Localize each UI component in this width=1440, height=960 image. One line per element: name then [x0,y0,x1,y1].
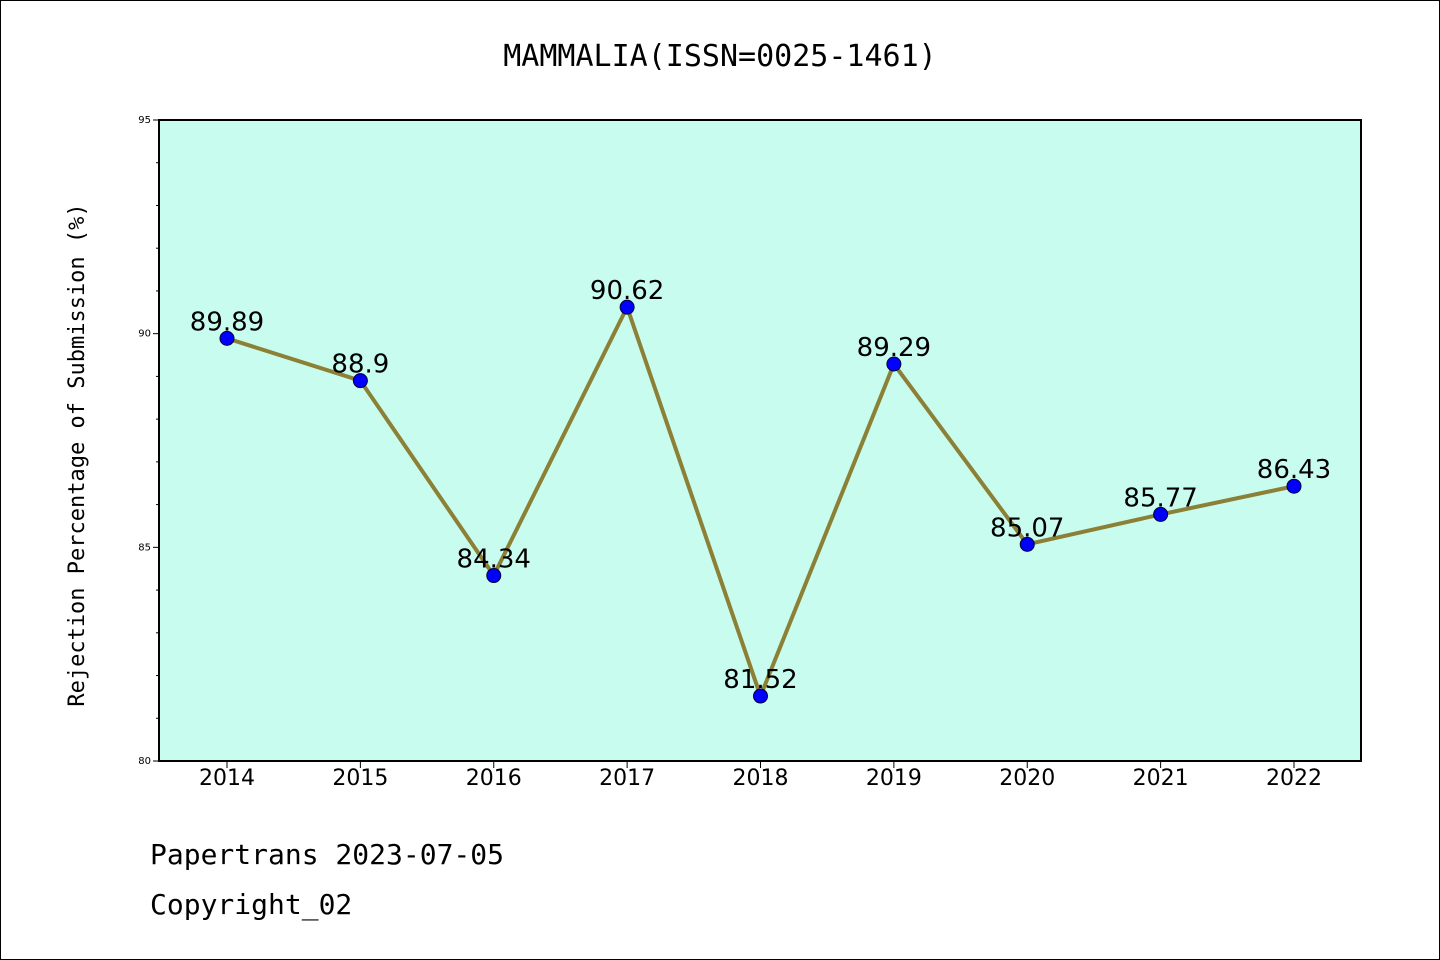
series-layer: 89.89 88.9 84.34 90.62 81.52 89.29 85.07 85.77 8… [190,276,1331,704]
data-point [886,356,902,372]
data-point [1019,536,1035,552]
data-label: 89.29 [857,333,931,363]
footer-date: Papertrans 2023-07-05 [150,838,504,871]
data-label: 84.34 [457,545,531,575]
y-axis: 80 85 90 95 [138,115,159,767]
y-axis-label: Rejection Percentage of Submission (%) [65,203,90,706]
data-point [753,688,768,704]
y-tick-label: 85 [138,542,151,553]
data-label: 88.9 [331,350,389,380]
data-label: 90.62 [590,276,664,306]
y-tick-label: 80 [138,756,151,767]
x-tick-label: 2021 [1133,766,1189,791]
y-tick-label: 95 [138,115,151,126]
x-tick-label: 2015 [332,766,388,791]
x-tick-label: 2014 [199,766,255,791]
x-tick-label: 2022 [1266,766,1322,791]
x-tick-label: 2016 [466,766,522,791]
data-point [219,330,235,346]
x-tick-label: 2017 [599,766,655,791]
y-tick-label: 90 [138,329,151,340]
chart-title: MAMMALIA(ISSN=0025-1461) [503,39,936,74]
data-point [1286,478,1302,494]
data-label: 86.43 [1257,455,1331,485]
plot-area [158,119,1362,762]
data-point [352,373,368,389]
data-label: 81.52 [723,665,797,695]
data-label: 85.77 [1123,483,1197,513]
x-axis: 2014 2015 2016 2017 2018 2019 2020 2021 2022 [199,761,1322,791]
x-tick-label: 2020 [999,766,1055,791]
data-point [619,299,635,315]
x-tick-label: 2018 [733,766,789,791]
data-label: 85.07 [990,513,1064,543]
x-tick-label: 2019 [866,766,922,791]
footer-copyright: Copyright_02 [150,888,352,922]
data-label: 89.89 [190,307,264,337]
data-point [1153,506,1169,522]
data-point [486,568,502,584]
